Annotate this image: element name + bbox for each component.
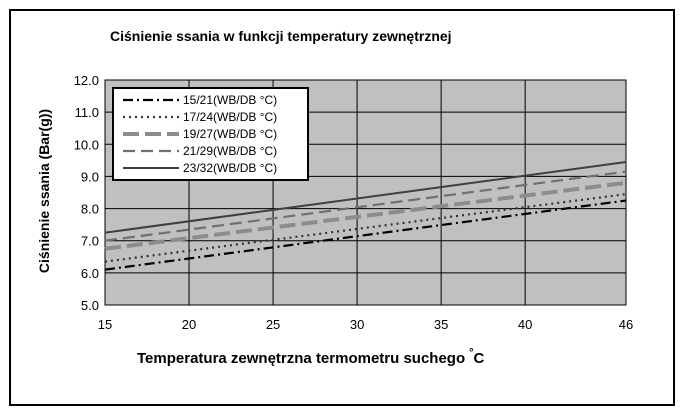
x-axis-unit: °C [469,347,484,367]
x-axis-label-text: Temperatura zewnętrzna termometru sucheg… [137,350,465,367]
unit-letter: C [474,350,485,367]
y-tick-label: 8.0 [81,202,99,217]
y-tick-label: 5.0 [81,298,99,313]
legend-box [112,87,309,181]
x-tick-label: 20 [182,317,196,332]
x-tick-labels: 15 20 25 30 35 40 46 [98,317,633,332]
y-tick-label: 11.0 [75,105,99,120]
x-axis-label: Temperatura zewnętrzna termometru sucheg… [137,347,485,367]
legend-label: 21/29(WB/DB °C) [183,144,277,158]
y-tick-label: 6.0 [81,266,99,281]
series-line [104,199,627,271]
y-tick-label: 10.0 [74,137,99,152]
y-tick-label: 9.0 [81,169,99,184]
series-lines [104,160,627,271]
x-tick-label: 46 [619,317,633,332]
y-tick-labels: 5.0 6.0 7.0 8.0 9.0 10.0 11.0 12.0 [74,73,99,313]
legend-label: 23/32(WB/DB °C) [183,161,277,175]
x-tick-label: 40 [518,317,532,332]
x-tick-label: 30 [350,317,364,332]
y-tick-label: 7.0 [81,234,99,249]
x-tick-label: 25 [266,317,280,332]
degree-symbol: ° [469,347,473,359]
y-axis-label: Ciśnienie ssania (Bar(g)) [36,109,52,273]
y-tick-label: 12.0 [74,73,99,88]
x-tick-label: 15 [98,317,112,332]
chart-frame: Ciśnienie ssania w funkcji temperatury z… [9,9,675,406]
chart-title: Ciśnienie ssania w funkcji temperatury z… [110,28,452,44]
series-line [104,170,627,242]
legend-label: 17/24(WB/DB °C) [183,110,277,124]
x-tick-label: 35 [434,317,448,332]
legend-label: 15/21(WB/DB °C) [183,93,277,107]
chart-svg: Ciśnienie ssania w funkcji temperatury z… [36,28,633,367]
legend: 15/21(WB/DB °C) 17/24(WB/DB °C) 19/27(WB/D… [112,87,309,181]
series-line [104,160,627,234]
legend-label: 19/27(WB/DB °C) [183,127,277,141]
